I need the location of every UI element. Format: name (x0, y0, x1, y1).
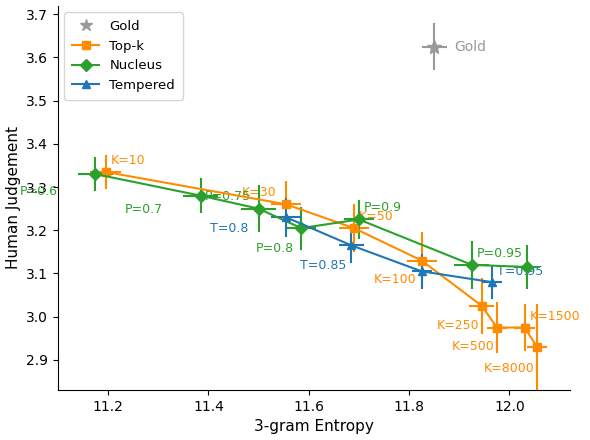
Text: K=250: K=250 (437, 319, 479, 332)
Text: P=0.7: P=0.7 (125, 203, 163, 216)
Text: K=1500: K=1500 (530, 310, 580, 323)
Text: K=30: K=30 (241, 186, 276, 199)
Y-axis label: Human Judgement: Human Judgement (5, 126, 21, 269)
Text: T=0.8: T=0.8 (210, 222, 248, 235)
Text: T=0.95: T=0.95 (497, 265, 543, 278)
Text: P=0.6: P=0.6 (20, 185, 58, 198)
Text: K=50: K=50 (359, 210, 394, 223)
Text: Gold: Gold (454, 40, 486, 54)
Text: K=10: K=10 (110, 154, 145, 167)
Text: P=0.9: P=0.9 (364, 201, 402, 214)
Legend: Gold, Top-k, Nucleus, Tempered: Gold, Top-k, Nucleus, Tempered (64, 12, 183, 100)
Text: K=8000: K=8000 (484, 362, 535, 375)
Text: K=100: K=100 (374, 274, 417, 286)
Text: P=0.95: P=0.95 (477, 247, 523, 260)
X-axis label: 3-gram Entropy: 3-gram Entropy (254, 419, 373, 434)
Text: P=0.8: P=0.8 (255, 242, 294, 255)
Text: K=500: K=500 (452, 341, 494, 353)
Text: T=0.85: T=0.85 (300, 259, 346, 272)
Text: P=0.75: P=0.75 (205, 191, 251, 203)
